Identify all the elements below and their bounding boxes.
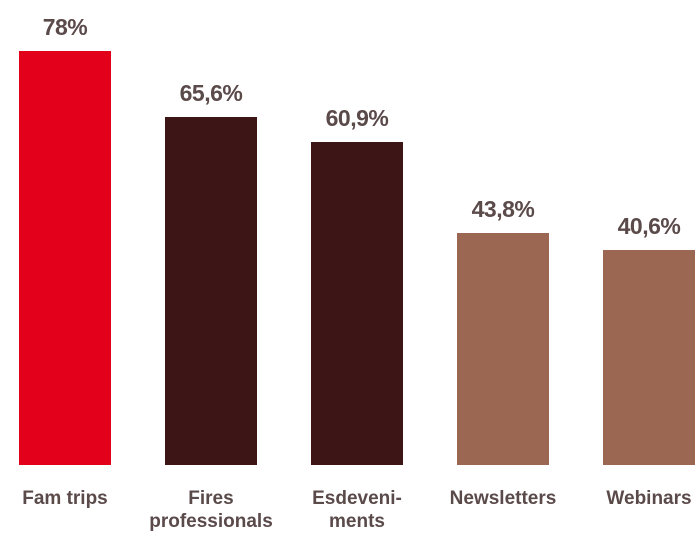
category-label-webinars: Webinars [606,488,692,509]
value-label-esdeveniments: 60,9% [325,104,389,131]
value-label-webinars: 40,6% [617,212,681,239]
bar-fires-professionals [165,116,257,465]
value-label-newsletters: 43,8% [471,195,535,222]
bar-fam-trips [19,51,111,465]
bar-newsletters [457,232,549,465]
bar-webinars [603,249,695,465]
bar-esdeveniments [311,141,403,465]
value-label-fires-professionals: 65,6% [179,79,243,106]
category-label-fires-professionals: Fires professionals [149,488,273,532]
value-label-fam-trips: 78% [42,14,88,40]
category-label-newsletters: Newsletters [449,488,557,509]
category-label-fam-trips: Fam trips [22,488,108,509]
category-label-esdeveniments: Esdeveni- ments [312,488,402,532]
